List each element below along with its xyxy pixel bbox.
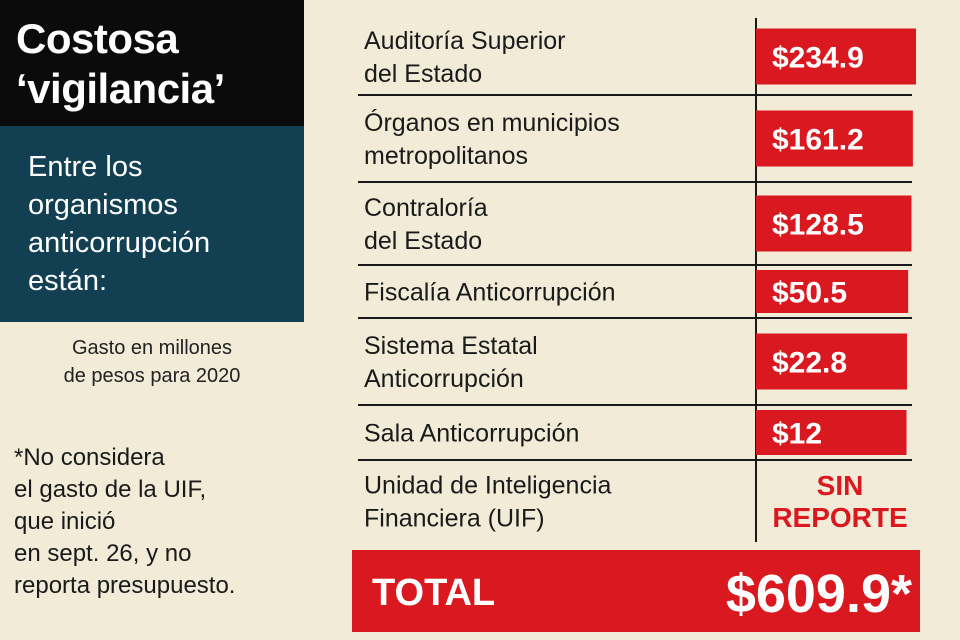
footnote-line-1: *No considera: [14, 444, 165, 471]
bar: [756, 28, 916, 85]
bar-value-label: $128.5: [772, 209, 864, 242]
footnote-line-5: reporta presupuesto.: [14, 572, 236, 599]
title-box: Costosa ‘vigilancia’: [0, 0, 304, 126]
category-label-line: del Estado: [364, 60, 482, 88]
category-label: Unidad de Inteligencia Financiera (UIF): [364, 472, 611, 533]
category-label-line: Anticorrupción: [364, 365, 524, 393]
bar-value-label: $234.9: [772, 42, 864, 75]
footnote-line-3: que inició: [14, 508, 116, 535]
intro-line-4: están:: [28, 265, 107, 297]
category-label: Contraloría del Estado: [364, 194, 488, 255]
category-label-line: Sala Anticorrupción: [364, 420, 579, 448]
title-line-1: Costosa: [16, 15, 179, 62]
bar-value-label: $161.2: [772, 124, 864, 157]
category-label: Órganos en municipios metropolitanos: [364, 108, 620, 170]
unit-note-line-1: Gasto en millones: [71, 337, 233, 359]
intro-line-2: organismos: [28, 189, 178, 221]
intro-box: Entre los organismos anticorrupción está…: [0, 126, 304, 322]
bar: [756, 195, 912, 252]
category-label-line: Sistema Estatal: [364, 332, 538, 360]
bar: [756, 410, 907, 455]
unit-note: Gasto en millones de pesos para 2020: [0, 334, 304, 390]
intro-line-1: Entre los: [28, 151, 143, 183]
bar: [756, 110, 913, 167]
total-bar: [352, 550, 920, 632]
no-report-label: SIN REPORTE: [772, 470, 907, 533]
bar-value-label: $12: [772, 418, 822, 451]
bar: [756, 270, 909, 313]
category-label: Fiscalía Anticorrupción: [364, 279, 616, 307]
bar-value-label: $50.5: [772, 277, 847, 310]
category-label-line: Auditoría Superior: [364, 27, 566, 55]
footnote-line-2: el gasto de la UIF,: [14, 476, 207, 503]
category-label: Sistema Estatal Anticorrupción: [364, 332, 538, 393]
no-report-line: SIN: [817, 470, 864, 501]
category-label: Auditoría Superior del Estado: [364, 27, 566, 88]
title-line-2: ‘vigilancia’: [16, 65, 225, 112]
intro-line-3: anticorrupción: [28, 227, 211, 259]
category-label-line: Unidad de Inteligencia: [364, 472, 611, 500]
category-label-line: Fiscalía Anticorrupción: [364, 279, 616, 307]
no-report-line: REPORTE: [772, 502, 907, 533]
total-label: TOTAL: [372, 572, 495, 614]
category-label-line: del Estado: [364, 227, 482, 255]
unit-note-line-2: de pesos para 2020: [63, 365, 241, 387]
bar-value-label: $22.8: [772, 347, 847, 380]
footnote: *No considera el gasto de la UIF, que in…: [14, 442, 314, 602]
footnote-line-4: en sept. 26, y no: [14, 540, 192, 567]
category-label-line: Financiera (UIF): [364, 505, 545, 533]
category-label-line: Órganos en municipios: [364, 108, 620, 137]
category-label: Sala Anticorrupción: [364, 420, 579, 448]
total-value: $609.9*: [726, 564, 912, 624]
category-label-line: metropolitanos: [364, 142, 528, 170]
category-label-line: Contraloría: [364, 194, 488, 222]
bar: [756, 333, 907, 390]
